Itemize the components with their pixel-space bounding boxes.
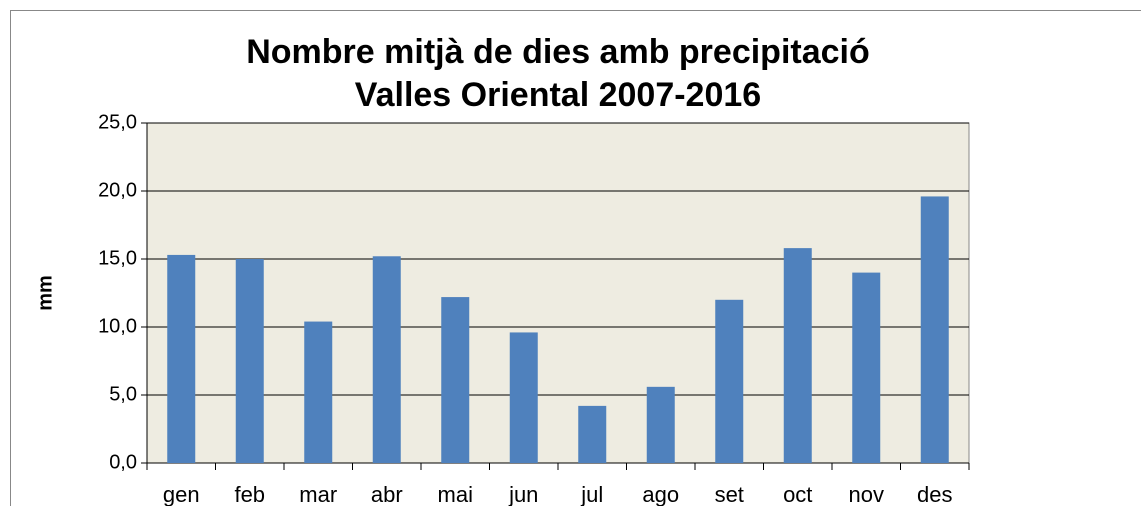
x-tick-label: mar: [299, 482, 337, 506]
x-tick-label: nov: [849, 482, 884, 506]
chart-title: Nombre mitjà de dies amb precipitació: [246, 33, 870, 71]
y-tick-label: 20,0: [98, 179, 137, 201]
x-tick-label: set: [715, 482, 744, 506]
x-tick-label: des: [917, 482, 952, 506]
bar: [852, 272, 881, 463]
x-tick-label: jul: [580, 482, 603, 506]
x-tick-label: feb: [234, 482, 265, 506]
bar: [235, 259, 264, 463]
x-tick-label: gen: [163, 482, 200, 506]
bar: [167, 254, 196, 463]
y-tick-label: 15,0: [98, 247, 137, 269]
bar: [715, 299, 744, 463]
y-tick-label: 10,0: [98, 315, 137, 337]
x-tick-label: oct: [783, 482, 812, 506]
y-axis-label: mm: [34, 275, 56, 311]
y-tick-label: 0,0: [109, 451, 137, 473]
x-tick-label: abr: [371, 482, 403, 506]
x-tick-label: mai: [438, 482, 473, 506]
x-tick-label: jun: [508, 482, 538, 506]
chart-subtitle: Valles Oriental 2007-2016: [355, 76, 761, 114]
bar: [304, 321, 333, 463]
y-tick-label: 25,0: [98, 111, 137, 133]
bar: [441, 297, 470, 463]
bar: [372, 256, 401, 463]
bar: [920, 196, 949, 463]
bar: [509, 332, 538, 463]
y-tick-label: 5,0: [109, 383, 137, 405]
bar: [646, 386, 675, 463]
bar: [783, 248, 812, 463]
bar: [578, 405, 607, 463]
plot-area: [146, 122, 970, 464]
x-tick-label: ago: [642, 482, 679, 506]
